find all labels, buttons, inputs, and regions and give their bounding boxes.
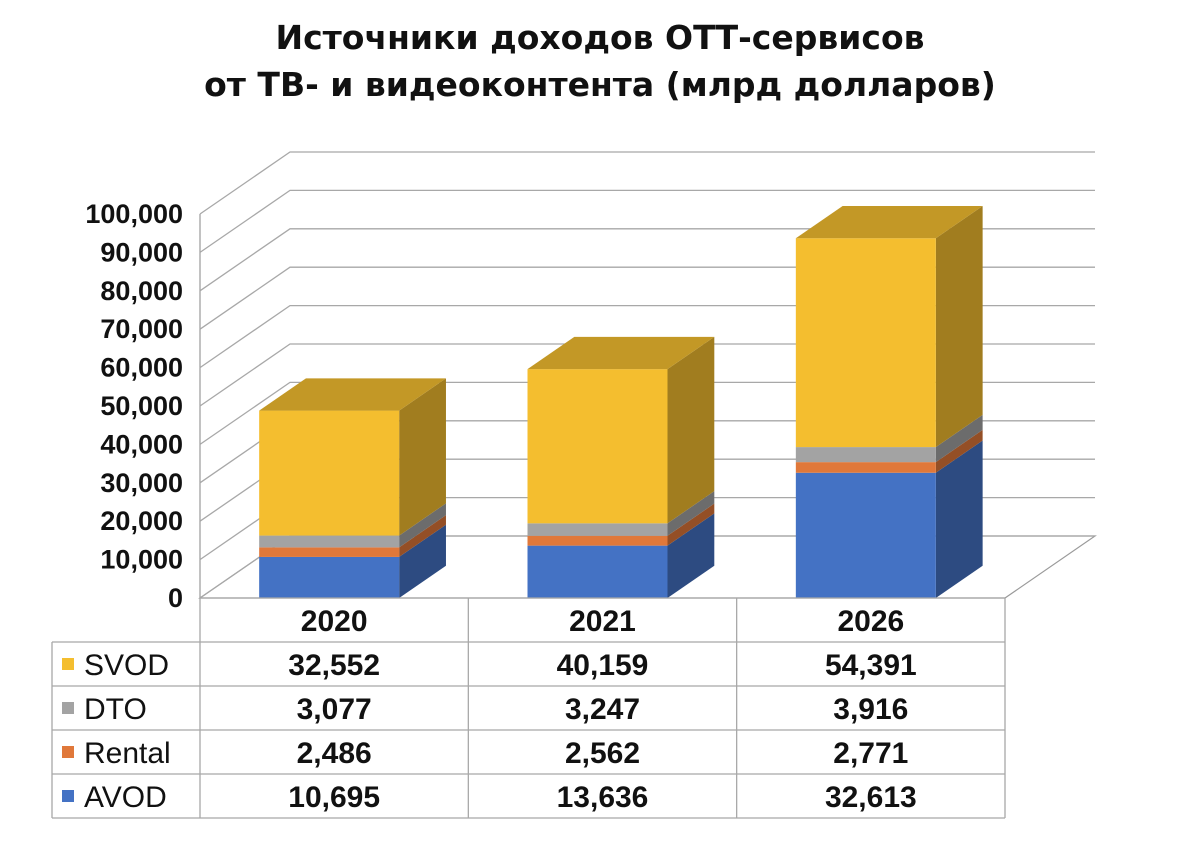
- gridline: [199, 151, 1095, 215]
- x-tick-label: 2021: [569, 605, 636, 638]
- data-label: 10,695: [288, 781, 380, 814]
- bar-segment-dto-2020: [259, 535, 400, 548]
- legend-swatch-dto: [62, 702, 74, 714]
- legend-label: AVOD: [84, 781, 167, 814]
- legend-swatch-avod: [62, 790, 74, 802]
- data-label: 32,552: [288, 649, 380, 682]
- data-label: 32,613: [825, 781, 917, 814]
- bar-side-dto-2026: [935, 414, 983, 463]
- data-table: 2020 2021 2026 SVOD 32,552 40,159 54,391 DTO 3,0…: [51, 597, 1006, 819]
- data-label: 2,771: [833, 737, 908, 770]
- y-tick-label: 50,000: [100, 391, 183, 421]
- x-tick-label: 2026: [837, 605, 904, 638]
- y-tick-label: 100,000: [85, 199, 183, 229]
- data-label: 40,159: [557, 649, 649, 682]
- chart-title: Источники доходов ОТТ-сервисов от ТВ- и …: [0, 14, 1200, 108]
- bar-segment-dto-2021: [527, 523, 668, 536]
- y-tick-label: 30,000: [100, 468, 183, 498]
- bar-segment-rental-2020: [259, 547, 400, 557]
- data-label: 2,562: [565, 737, 640, 770]
- bar-top-svod-2026: [795, 205, 983, 239]
- data-label: 54,391: [825, 649, 917, 682]
- y-tick-label: 70,000: [100, 314, 183, 344]
- bar-side-dto-2020: [399, 503, 446, 548]
- y-tick-label: 60,000: [100, 353, 183, 383]
- bar-side-avod-2026: [935, 440, 983, 598]
- legend-swatch-rental: [62, 746, 74, 758]
- bar-side-svod-2021: [667, 336, 715, 524]
- bars: [259, 205, 983, 598]
- bar-side-rental-2020: [399, 515, 446, 557]
- bar-side-rental-2021: [667, 503, 715, 546]
- gridline: [199, 189, 1095, 253]
- legend-label: SVOD: [84, 649, 169, 682]
- bar-side-rental-2026: [935, 429, 983, 473]
- bar-side-dto-2021: [667, 491, 715, 536]
- data-label: 2,486: [297, 737, 372, 770]
- legend-swatch-svod: [62, 658, 74, 670]
- bar-top-svod-2020: [259, 378, 446, 411]
- y-tick-label: 40,000: [100, 429, 183, 459]
- data-label: 3,247: [565, 693, 640, 726]
- data-label: 13,636: [557, 781, 649, 814]
- chart-title-line-1: Источники доходов ОТТ-сервисов: [275, 18, 925, 57]
- y-tick-label: 90,000: [100, 237, 183, 267]
- y-tick-label: 0: [168, 583, 183, 613]
- bar-segment-svod-2026: [795, 238, 936, 448]
- y-tick-label: 20,000: [100, 506, 183, 536]
- bar-stack-2020: [259, 378, 446, 598]
- data-label: 3,077: [297, 693, 372, 726]
- bar-segment-avod-2026: [795, 472, 936, 598]
- bar-segment-svod-2021: [527, 369, 668, 524]
- bar-stack-2021: [527, 336, 715, 598]
- bar-side-avod-2020: [399, 524, 446, 598]
- bar-side-avod-2021: [667, 513, 715, 598]
- bar-segment-svod-2020: [259, 410, 400, 536]
- bar-segment-dto-2026: [795, 447, 936, 463]
- data-label: 3,916: [833, 693, 908, 726]
- bar-top-svod-2021: [527, 336, 715, 370]
- bar-stack-2026: [795, 205, 983, 598]
- y-tick-label: 80,000: [100, 276, 183, 306]
- bar-segment-avod-2021: [527, 545, 668, 598]
- y-axis-ticks: 0 10,000 20,000 30,000 40,000 50,000 60,000 70,…: [85, 199, 183, 613]
- bar-segment-rental-2021: [527, 535, 668, 546]
- x-tick-label: 2020: [301, 605, 368, 638]
- legend-label: Rental: [84, 737, 171, 770]
- legend-label: DTO: [84, 693, 147, 726]
- chart-title-line-2: от ТВ- и видеоконтента (млрд долларов): [204, 65, 996, 104]
- bar-segment-avod-2020: [259, 556, 400, 598]
- y-tick-label: 10,000: [100, 545, 183, 575]
- bar-segment-rental-2026: [795, 462, 936, 473]
- bar-side-svod-2026: [935, 205, 983, 448]
- bar-side-svod-2020: [399, 378, 446, 536]
